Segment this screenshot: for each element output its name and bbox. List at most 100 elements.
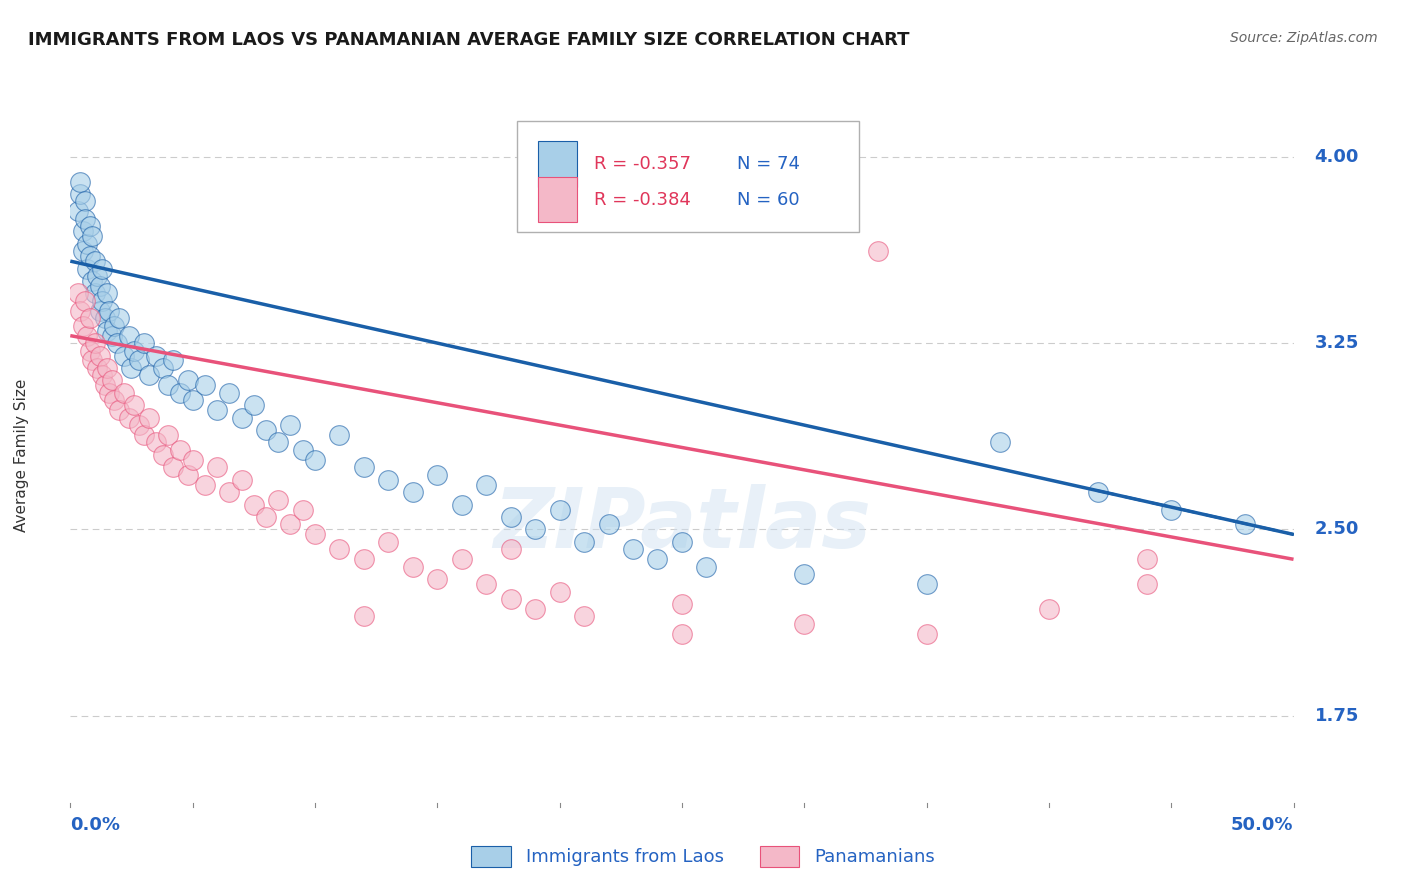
- Text: 4.00: 4.00: [1315, 148, 1360, 166]
- Point: [121, 361, 143, 376]
- Point: [79, 219, 101, 234]
- Point: [72, 318, 94, 333]
- Point: [66, 286, 89, 301]
- Point: [450, 552, 472, 566]
- Point: [647, 552, 669, 566]
- Point: [291, 442, 314, 457]
- Text: N = 60: N = 60: [737, 191, 800, 209]
- Point: [194, 477, 217, 491]
- Text: 0.0%: 0.0%: [70, 816, 121, 834]
- Point: [91, 368, 114, 383]
- Point: [162, 353, 184, 368]
- Point: [205, 403, 228, 417]
- Point: [79, 249, 101, 263]
- Point: [231, 410, 253, 425]
- Text: 3.25: 3.25: [1315, 334, 1360, 352]
- Point: [93, 378, 115, 392]
- Text: 50.0%: 50.0%: [1232, 816, 1294, 834]
- Point: [328, 542, 350, 557]
- Point: [145, 349, 167, 363]
- Point: [145, 435, 167, 450]
- Point: [205, 460, 228, 475]
- Point: [79, 311, 101, 326]
- Point: [103, 318, 125, 333]
- Point: [83, 254, 105, 268]
- Point: [177, 373, 200, 387]
- Point: [572, 534, 595, 549]
- Point: [96, 361, 118, 376]
- Point: [181, 393, 204, 408]
- Point: [548, 502, 571, 516]
- Point: [280, 418, 302, 433]
- Text: N = 74: N = 74: [737, 155, 800, 173]
- Point: [621, 542, 644, 557]
- Point: [243, 398, 266, 412]
- Point: [254, 423, 277, 437]
- Point: [915, 577, 938, 591]
- Point: [524, 523, 547, 537]
- Point: [138, 410, 160, 425]
- Point: [96, 286, 118, 301]
- Point: [353, 552, 375, 566]
- Point: [73, 211, 96, 226]
- Point: [304, 527, 326, 541]
- Point: [866, 244, 889, 259]
- Point: [82, 274, 104, 288]
- Point: [572, 609, 595, 624]
- Point: [475, 477, 498, 491]
- Point: [93, 311, 115, 326]
- Point: [83, 336, 105, 351]
- FancyBboxPatch shape: [537, 142, 576, 186]
- Point: [267, 435, 290, 450]
- Point: [76, 261, 98, 276]
- Point: [169, 385, 191, 400]
- Point: [254, 510, 277, 524]
- Point: [1136, 577, 1159, 591]
- Point: [76, 236, 98, 251]
- Point: [402, 559, 425, 574]
- Point: [128, 418, 150, 433]
- Point: [157, 378, 180, 392]
- Point: [79, 343, 101, 358]
- Text: IMMIGRANTS FROM LAOS VS PANAMANIAN AVERAGE FAMILY SIZE CORRELATION CHART: IMMIGRANTS FROM LAOS VS PANAMANIAN AVERA…: [28, 31, 910, 49]
- Point: [91, 261, 114, 276]
- Point: [304, 453, 326, 467]
- Point: [152, 361, 174, 376]
- Point: [118, 328, 141, 343]
- Point: [91, 293, 114, 308]
- Point: [426, 572, 449, 586]
- Point: [353, 460, 375, 475]
- Point: [112, 349, 135, 363]
- Point: [218, 485, 240, 500]
- Point: [548, 584, 571, 599]
- Point: [112, 385, 135, 400]
- Text: Source: ZipAtlas.com: Source: ZipAtlas.com: [1230, 31, 1378, 45]
- Point: [82, 353, 104, 368]
- Point: [86, 361, 108, 376]
- Point: [291, 502, 314, 516]
- Point: [450, 498, 472, 512]
- Point: [671, 534, 693, 549]
- Point: [169, 442, 191, 457]
- Point: [377, 473, 399, 487]
- Point: [524, 602, 547, 616]
- Point: [194, 378, 217, 392]
- Point: [1160, 502, 1182, 516]
- Point: [157, 428, 180, 442]
- Point: [128, 353, 150, 368]
- Point: [162, 460, 184, 475]
- Point: [96, 324, 118, 338]
- Point: [988, 435, 1011, 450]
- Text: R = -0.357: R = -0.357: [593, 155, 690, 173]
- Point: [671, 597, 693, 611]
- Point: [66, 204, 89, 219]
- Text: 2.50: 2.50: [1315, 520, 1360, 539]
- FancyBboxPatch shape: [517, 121, 859, 232]
- Point: [243, 498, 266, 512]
- Point: [72, 244, 94, 259]
- Point: [69, 187, 91, 202]
- Point: [280, 517, 302, 532]
- Legend: Immigrants from Laos, Panamanians: Immigrants from Laos, Panamanians: [464, 838, 942, 874]
- Point: [72, 224, 94, 238]
- Text: ZIPatlas: ZIPatlas: [494, 484, 870, 565]
